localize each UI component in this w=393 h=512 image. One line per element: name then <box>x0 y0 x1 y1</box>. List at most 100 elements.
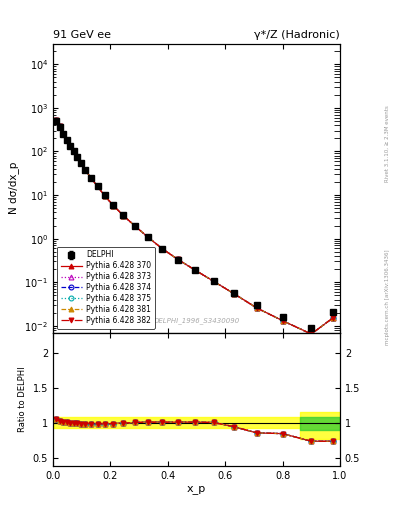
Y-axis label: N dσ/dx_p: N dσ/dx_p <box>8 162 19 214</box>
Pythia 6.428 381 <box>75 154 79 160</box>
Pythia 6.428 382 <box>102 193 107 199</box>
Pythia 6.428 374 <box>78 160 83 166</box>
Text: DELPHI_1996_S3430090: DELPHI_1996_S3430090 <box>153 317 240 324</box>
Line: Pythia 6.428 373: Pythia 6.428 373 <box>54 118 335 336</box>
Pythia 6.428 382 <box>88 175 93 181</box>
Pythia 6.428 374 <box>54 117 59 123</box>
Pythia 6.428 375 <box>193 267 197 273</box>
Pythia 6.428 370 <box>58 123 62 130</box>
Pythia 6.428 374 <box>64 137 69 143</box>
Pythia 6.428 373 <box>121 212 126 219</box>
Pythia 6.428 382 <box>309 331 314 337</box>
Pythia 6.428 374 <box>95 183 100 189</box>
Pythia 6.428 374 <box>75 154 79 160</box>
Pythia 6.428 382 <box>280 317 285 324</box>
Pythia 6.428 381 <box>111 202 116 208</box>
Pythia 6.428 373 <box>95 183 100 189</box>
Line: Pythia 6.428 375: Pythia 6.428 375 <box>54 118 335 336</box>
Pythia 6.428 382 <box>132 223 137 229</box>
Pythia 6.428 375 <box>64 137 69 143</box>
Pythia 6.428 375 <box>95 183 100 189</box>
Pythia 6.428 370 <box>331 315 335 321</box>
Pythia 6.428 381 <box>145 234 150 240</box>
Pythia 6.428 381 <box>54 117 59 123</box>
Pythia 6.428 382 <box>95 183 100 189</box>
Pythia 6.428 373 <box>102 193 107 199</box>
Pythia 6.428 374 <box>132 223 137 229</box>
Pythia 6.428 374 <box>88 175 93 181</box>
Y-axis label: Ratio to DELPHI: Ratio to DELPHI <box>18 367 27 432</box>
Pythia 6.428 382 <box>78 160 83 166</box>
Pythia 6.428 370 <box>121 212 126 219</box>
Pythia 6.428 374 <box>58 123 62 130</box>
Pythia 6.428 374 <box>254 305 259 311</box>
Pythia 6.428 374 <box>280 317 285 324</box>
Pythia 6.428 382 <box>193 267 197 273</box>
Pythia 6.428 382 <box>121 212 126 219</box>
Pythia 6.428 370 <box>280 317 285 324</box>
Pythia 6.428 373 <box>75 154 79 160</box>
Pythia 6.428 374 <box>231 290 236 296</box>
Pythia 6.428 375 <box>280 317 285 324</box>
Pythia 6.428 382 <box>331 315 335 321</box>
Pythia 6.428 382 <box>160 246 164 252</box>
Pythia 6.428 374 <box>331 315 335 321</box>
Pythia 6.428 370 <box>160 246 164 252</box>
Pythia 6.428 375 <box>176 257 180 263</box>
X-axis label: x_p: x_p <box>187 483 206 494</box>
Pythia 6.428 382 <box>111 202 116 208</box>
Pythia 6.428 381 <box>64 137 69 143</box>
Pythia 6.428 373 <box>211 279 216 285</box>
Pythia 6.428 373 <box>88 175 93 181</box>
Text: 91 GeV ee: 91 GeV ee <box>53 30 111 40</box>
Pythia 6.428 381 <box>176 257 180 263</box>
Pythia 6.428 373 <box>58 123 62 130</box>
Pythia 6.428 381 <box>68 143 73 149</box>
Pythia 6.428 382 <box>145 234 150 240</box>
Pythia 6.428 381 <box>61 131 66 137</box>
Pythia 6.428 375 <box>145 234 150 240</box>
Pythia 6.428 375 <box>160 246 164 252</box>
Pythia 6.428 373 <box>331 315 335 321</box>
Pythia 6.428 373 <box>111 202 116 208</box>
Line: Pythia 6.428 382: Pythia 6.428 382 <box>54 118 335 336</box>
Pythia 6.428 382 <box>176 257 180 263</box>
Pythia 6.428 381 <box>231 290 236 296</box>
Legend: DELPHI, Pythia 6.428 370, Pythia 6.428 373, Pythia 6.428 374, Pythia 6.428 375, : DELPHI, Pythia 6.428 370, Pythia 6.428 3… <box>57 247 155 329</box>
Pythia 6.428 381 <box>95 183 100 189</box>
Pythia 6.428 374 <box>68 143 73 149</box>
Pythia 6.428 370 <box>102 193 107 199</box>
Pythia 6.428 370 <box>54 117 59 123</box>
Pythia 6.428 381 <box>280 317 285 324</box>
Pythia 6.428 374 <box>160 246 164 252</box>
Pythia 6.428 381 <box>309 331 314 337</box>
Pythia 6.428 381 <box>72 148 76 155</box>
Pythia 6.428 370 <box>83 167 88 173</box>
Pythia 6.428 374 <box>61 131 66 137</box>
Line: Pythia 6.428 381: Pythia 6.428 381 <box>54 118 335 336</box>
Pythia 6.428 370 <box>211 279 216 285</box>
Pythia 6.428 382 <box>72 148 76 155</box>
Pythia 6.428 381 <box>254 305 259 311</box>
Pythia 6.428 381 <box>160 246 164 252</box>
Pythia 6.428 374 <box>72 148 76 155</box>
Pythia 6.428 375 <box>61 131 66 137</box>
Pythia 6.428 375 <box>75 154 79 160</box>
Pythia 6.428 373 <box>72 148 76 155</box>
Pythia 6.428 375 <box>72 148 76 155</box>
Pythia 6.428 374 <box>102 193 107 199</box>
Pythia 6.428 370 <box>95 183 100 189</box>
Pythia 6.428 370 <box>61 131 66 137</box>
Pythia 6.428 373 <box>64 137 69 143</box>
Pythia 6.428 370 <box>309 331 314 337</box>
Pythia 6.428 375 <box>132 223 137 229</box>
Pythia 6.428 381 <box>132 223 137 229</box>
Pythia 6.428 373 <box>193 267 197 273</box>
Pythia 6.428 373 <box>309 331 314 337</box>
Pythia 6.428 382 <box>58 123 62 130</box>
Pythia 6.428 370 <box>132 223 137 229</box>
Pythia 6.428 381 <box>211 279 216 285</box>
Pythia 6.428 382 <box>254 305 259 311</box>
Line: Pythia 6.428 370: Pythia 6.428 370 <box>54 118 335 336</box>
Pythia 6.428 381 <box>58 123 62 130</box>
